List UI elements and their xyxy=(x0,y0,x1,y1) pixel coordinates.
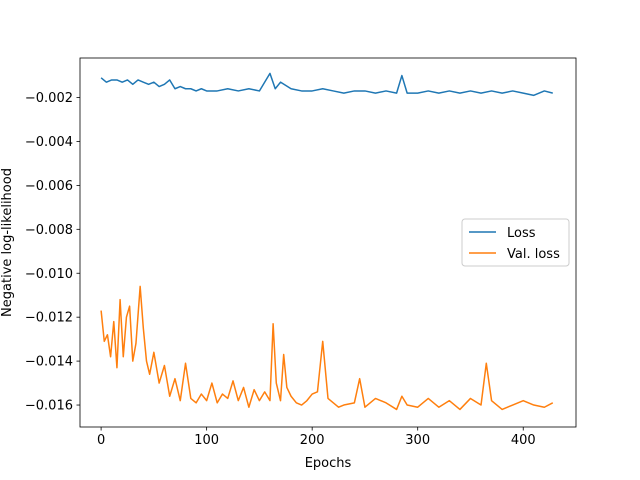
y-tick-label: −0.006 xyxy=(25,179,73,194)
series-line-0 xyxy=(100,72,553,97)
y-tick-label: −0.012 xyxy=(25,311,73,326)
y-tick-label: −0.004 xyxy=(25,135,73,150)
x-tick-label: 400 xyxy=(511,433,536,448)
plot-area xyxy=(79,57,577,428)
y-tick-label: −0.016 xyxy=(25,399,73,414)
plot-frame xyxy=(79,57,577,428)
x-tick-label: 0 xyxy=(97,433,105,448)
x-tick-label: 300 xyxy=(405,433,430,448)
legend: Loss Val. loss xyxy=(461,218,570,267)
x-tick-label: 100 xyxy=(194,433,219,448)
y-tick-label: −0.014 xyxy=(25,355,73,370)
legend-box xyxy=(461,218,570,267)
y-axis: −0.016 −0.014 −0.012 −0.010 −0.008 −0.006 −0.0… xyxy=(25,91,80,414)
y-tick-label: −0.008 xyxy=(25,223,73,238)
series-line-1 xyxy=(100,285,554,411)
x-axis: 0 100 200 300 400 xyxy=(97,427,536,448)
x-axis-label: Epochs xyxy=(305,456,352,471)
legend-label-0: Loss xyxy=(507,226,536,241)
y-axis-label: Negative log-likelihood xyxy=(0,168,15,317)
legend-label-1: Val. loss xyxy=(507,247,560,262)
y-tick-label: −0.010 xyxy=(25,267,73,282)
x-tick-label: 200 xyxy=(300,433,325,448)
y-tick-label: −0.002 xyxy=(25,91,73,106)
